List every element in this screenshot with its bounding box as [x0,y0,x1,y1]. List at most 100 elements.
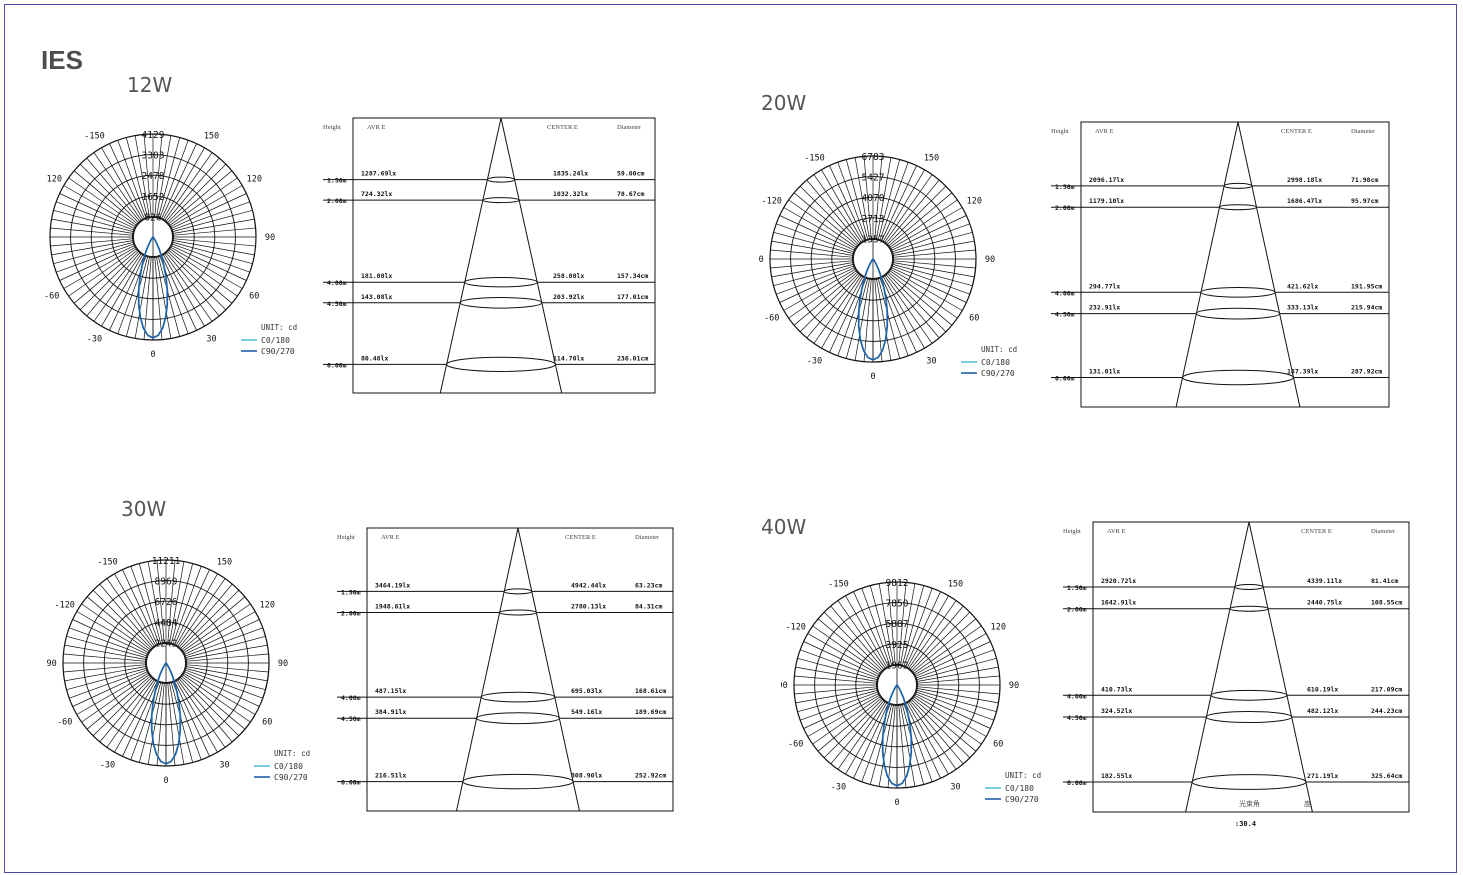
ring-value-label: 1357 [862,234,885,245]
angle-label: -120 [785,623,805,633]
avr-value: 2920.72lx [1101,577,1136,585]
illuminance-ellipse [1219,204,1257,211]
avr-value: 182.55lx [1101,772,1132,780]
header-height: Height [337,534,355,541]
polar-spoke [156,560,165,644]
polar-spoke [830,699,885,765]
avr-value: 324.52lx [1101,707,1132,715]
legend-unit: UNIT: cd [1005,771,1041,780]
center-value: 2780.13lx [571,603,606,611]
polar-spoke [86,251,141,317]
angle-label: 90 [278,659,288,669]
illuminance-ellipse [1210,689,1288,701]
polar-spoke [776,265,855,295]
polar-spoke [182,611,256,654]
center-value: 421.62lx [1287,282,1318,290]
polar-spoke [179,676,240,737]
polar-spoke [143,256,152,340]
polar-spoke [179,589,240,650]
polar-spoke [845,277,869,359]
polar-spoke [157,137,181,219]
polar-spoke [863,156,872,240]
angle-label: 0 [894,798,899,808]
polar-spoke [800,649,879,679]
polar-spoke [914,692,991,729]
ring-value-label: 1962 [886,660,909,671]
beam-angle-value: :30.4 [1235,820,1256,828]
height-label: 4.50m [1067,714,1087,722]
polar-spoke [854,157,870,240]
polar-spoke [56,243,135,273]
angle-label: 30 [206,334,216,344]
legend-c90: C90/270 [274,773,308,782]
angle-label: 30 [950,782,960,792]
height-label: 1.50m [1067,584,1087,592]
polar-spoke [770,260,854,269]
cone-edge-left [456,527,519,812]
legend-c0: C0/180 [1005,784,1034,793]
angle-label: -60 [764,314,779,324]
polar-spoke [794,675,878,684]
polar-spoke [906,595,949,669]
cone-edge-left [1175,121,1239,408]
center-value: 1686.47lx [1287,197,1322,205]
polar-spoke [803,641,880,678]
c90-curve [857,257,889,361]
cone-diagram-30w: Height AVR E CENTER E Diameter 1.50m 3464.19l… [337,527,674,812]
polar-spoke [69,627,148,657]
height-label: 4.00m [1067,692,1087,700]
cone-diagram-12w: Height AVR E CENTER E Diameter 1.50m 1287.69l… [323,117,656,394]
c90-curve [881,683,913,787]
polar-spoke [916,686,1000,695]
polar-spoke [122,680,159,757]
polar-spoke [797,689,879,713]
polar-spoke [173,680,210,757]
polar-spoke [904,702,941,779]
cone-diagram-20w: Height AVR E CENTER E Diameter 1.50m 2096.17l… [1051,121,1390,408]
height-label: 6.00m [1067,779,1087,787]
polar-spoke [134,256,150,339]
polar-spoke [86,675,152,730]
watt-label-12w: 12W [127,73,173,97]
polar-diagram-12w: 4129 3303 2478 1652 826 0 30 60 90 120 150 -150 -120… [45,130,297,360]
polar-spoke [889,268,963,311]
polar-spoke [911,697,977,752]
angle-label: 0 [870,372,875,382]
illuminance-ellipse [486,176,516,183]
polar-spoke [53,209,135,233]
polar-spoke [861,588,891,667]
polar-spoke [783,268,857,311]
header-diameter: Diameter [1351,128,1376,135]
polar-spoke [886,185,947,246]
watt-label-30w: 30W [121,497,167,521]
polar-spoke [169,246,243,289]
polar-spoke [114,679,157,753]
polar-spoke [915,649,994,679]
polar-spoke [184,635,266,659]
ring-value-label: 6726 [155,597,178,608]
polar-spoke [138,563,162,645]
polar-spoke [93,252,143,322]
height-label: 6.00m [341,779,361,787]
polar-spoke [800,691,879,721]
legend-c0: C0/180 [274,762,303,771]
height-label: 4.00m [327,279,347,287]
angle-label: -150 [804,154,824,164]
polar-spoke [147,561,163,644]
avr-value: 294.77lx [1089,282,1120,290]
center-value: 549.16lx [571,708,602,716]
polar-spoke [171,243,250,273]
angle-label: 30 [219,760,229,770]
height-label: 1.50m [341,588,361,596]
beam-angle-label: 光束角 [1239,799,1260,808]
center-value: 2440.75lx [1307,599,1342,607]
polar-spoke [888,199,958,249]
polar-spoke [891,263,973,287]
illuminance-ellipse [480,691,556,703]
polar-spoke [180,675,246,730]
polar-spoke [163,152,213,222]
polar-spoke [176,578,226,648]
illuminance-ellipse [1229,605,1269,612]
polar-spoke [167,682,176,766]
polar-spoke [171,201,250,231]
